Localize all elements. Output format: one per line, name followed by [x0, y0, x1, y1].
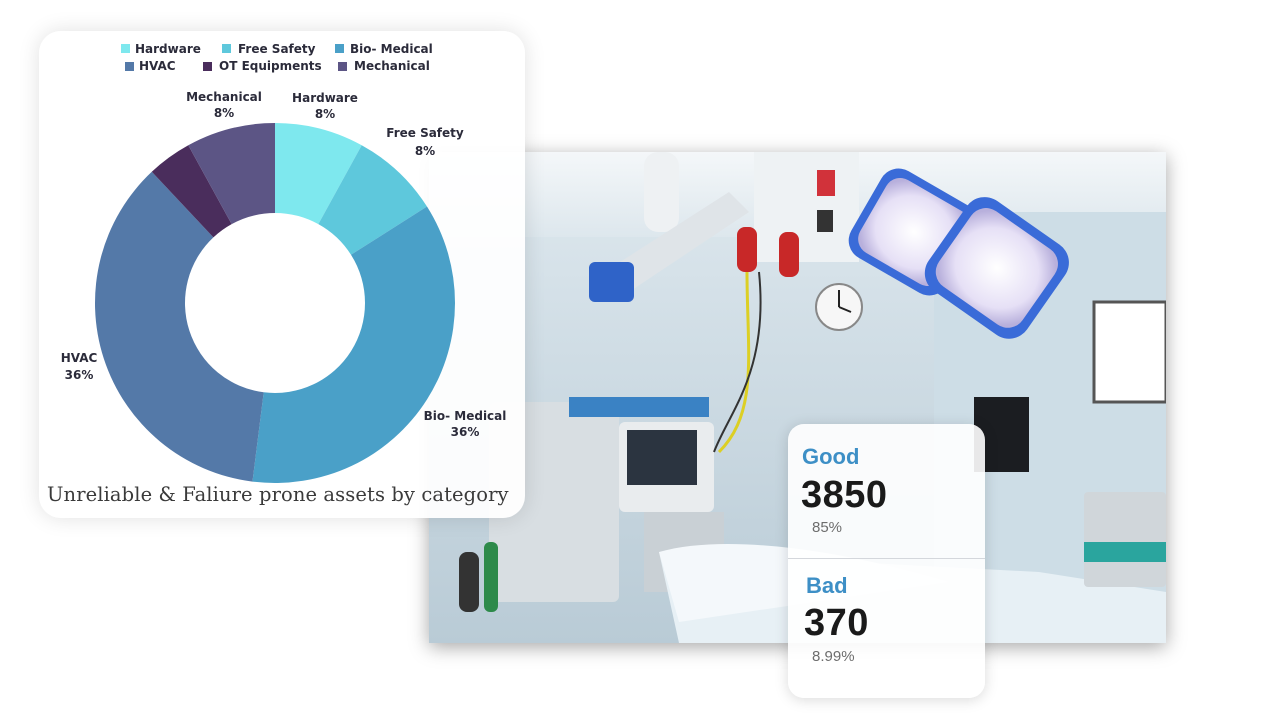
stats-card: Good 3850 85% Bad 370 8.99%	[788, 424, 985, 698]
legend-item-ot-equipments: OT Equipments	[219, 59, 322, 73]
legend-item-hvac: HVAC	[139, 59, 176, 73]
legend-item-bio-medical: Bio- Medical	[350, 42, 433, 56]
good-label: Good	[802, 444, 860, 469]
slice-label-mechanical-name: Mechanical	[186, 90, 262, 104]
bad-value: 370	[804, 602, 869, 644]
legend-swatch-hardware	[121, 44, 130, 53]
slice-label-mechanical-value: 8%	[214, 106, 234, 120]
legend-item-free-safety: Free Safety	[238, 42, 316, 56]
chart-legend: Hardware Free Safety Bio- Medical HVAC O…	[121, 42, 433, 73]
legend-swatch-mechanical	[338, 62, 347, 71]
chart-card: Hardware Free Safety Bio- Medical HVAC O…	[39, 31, 525, 518]
slice-label-hardware-value: 8%	[315, 107, 335, 121]
slice-label-hvac-value: 36%	[65, 368, 94, 382]
stats-divider	[788, 558, 985, 559]
donut-slices	[94, 123, 456, 483]
legend-item-mechanical: Mechanical	[354, 59, 430, 73]
operating-room-photo	[429, 152, 1166, 643]
good-percent: 85%	[812, 519, 843, 536]
slice-label-hvac-name: HVAC	[61, 351, 98, 365]
slice-labels: Mechanical 8% Hardware 8% Free Safety 8%…	[61, 90, 507, 439]
donut-slice-bio-medical	[252, 206, 456, 483]
slice-label-free-safety-value: 8%	[415, 144, 435, 158]
legend-swatch-ot-equipments	[203, 62, 212, 71]
donut-slice-free-safety	[318, 145, 427, 255]
slice-label-hardware-name: Hardware	[292, 91, 358, 105]
good-value: 3850	[801, 474, 888, 516]
legend-item-hardware: Hardware	[135, 42, 201, 56]
bad-percent: 8.99%	[812, 648, 855, 665]
donut-chart: Hardware Free Safety Bio- Medical HVAC O…	[61, 42, 507, 483]
legend-swatch-bio-medical	[335, 44, 344, 53]
donut-slice-mechanical	[188, 123, 275, 225]
legend-swatch-hvac	[125, 62, 134, 71]
bad-label: Bad	[806, 573, 848, 598]
donut-slice-hvac	[94, 171, 264, 482]
slice-label-bio-medical-name: Bio- Medical	[424, 409, 507, 423]
legend-swatch-free-safety	[222, 44, 231, 53]
slice-label-bio-medical-value: 36%	[451, 425, 480, 439]
donut-slice-ot-equipments	[151, 145, 232, 238]
slice-label-free-safety-name: Free Safety	[386, 126, 464, 140]
donut-slice-hardware	[275, 123, 362, 225]
chart-title: Unreliable & Faliure prone assets by cat…	[47, 483, 509, 506]
